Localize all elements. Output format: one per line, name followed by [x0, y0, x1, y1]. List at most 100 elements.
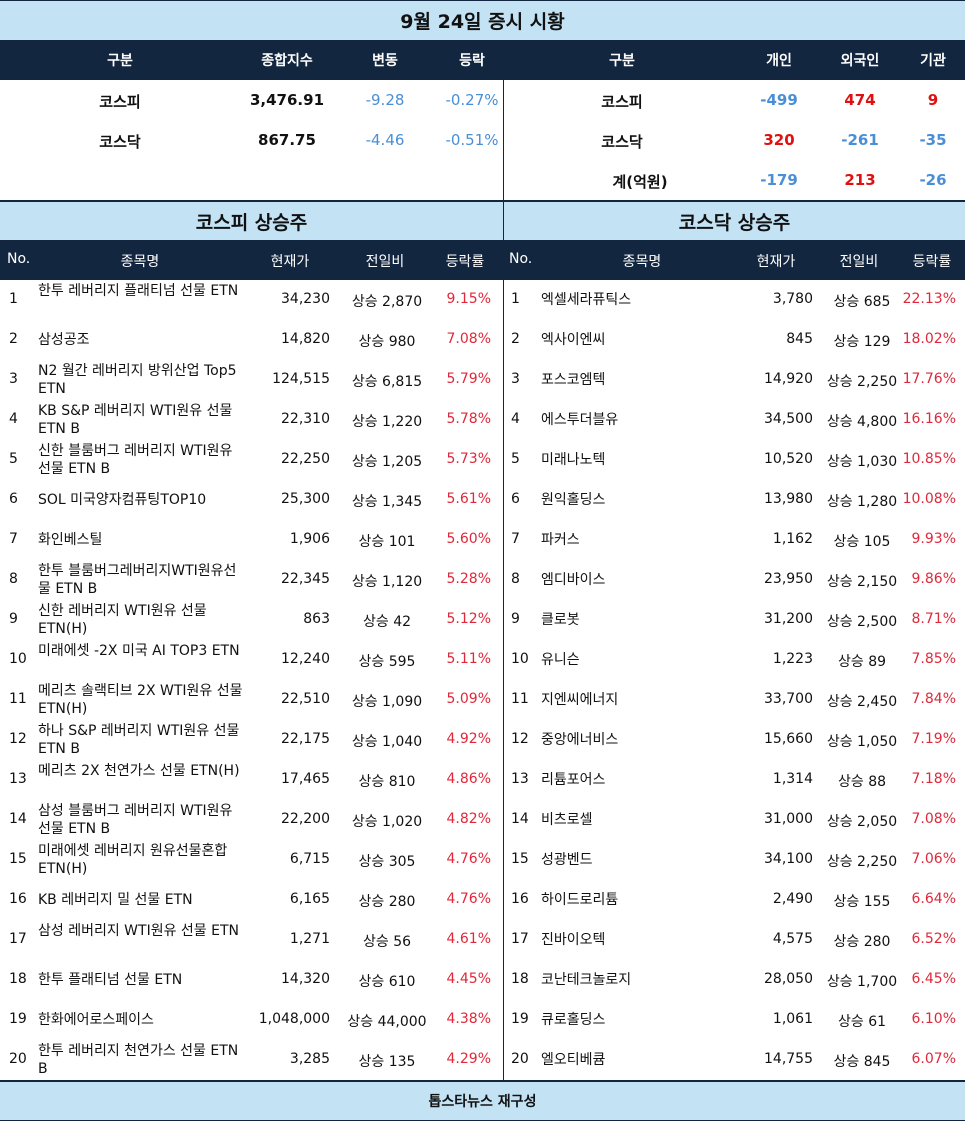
day-change: 상승 2,500 [826, 614, 898, 630]
table-row: 19 큐로홀딩스 1,061 상승 61 6.10% [504, 1000, 965, 1040]
change-rate: 7.18% [911, 771, 956, 787]
stock-name: 파커스 [541, 532, 580, 548]
change-rate: 5.61% [446, 491, 491, 507]
change-rate: 7.85% [911, 651, 956, 667]
current-price: 1,314 [772, 771, 813, 787]
index-change: -4.46 [365, 131, 405, 149]
change-rate: 6.10% [911, 1011, 956, 1027]
day-change: 상승 135 [358, 1054, 416, 1070]
header-category-2: 구분 [609, 53, 635, 69]
column-divider [503, 80, 504, 1080]
current-price: 31,200 [764, 611, 813, 627]
table-row: 16 KB 레버리지 밀 선물 ETN 6,165 상승 280 4.76% [0, 880, 503, 920]
current-price: 1,271 [289, 931, 330, 947]
table-row: 18 코난테크놀로지 28,050 상승 1,700 6.45% [504, 960, 965, 1000]
table-row: 5 미래나노텍 10,520 상승 1,030 10.85% [504, 440, 965, 480]
change-rate: 17.76% [902, 371, 956, 387]
day-change: 상승 1,040 [351, 734, 423, 750]
change-rate: 5.11% [446, 651, 491, 667]
change-rate: 4.76% [446, 891, 491, 907]
day-change: 상승 1,030 [826, 454, 898, 470]
table-row: 14 비츠로셀 31,000 상승 2,050 7.08% [504, 800, 965, 840]
stock-name: 한투 블룸버그레버리지WTI원유선물 ETN B [38, 563, 237, 597]
table-row: 8 엠디바이스 23,950 상승 2,150 9.86% [504, 560, 965, 600]
page-title: 9월 24일 증시 시황 [0, 0, 965, 40]
table-row: 10 유니슨 1,223 상승 89 7.85% [504, 640, 965, 680]
change-rate: 5.60% [446, 531, 491, 547]
kosdaq-gainers-title: 코스닥 상승주 [504, 200, 965, 240]
table-row: 15 성광벤드 34,100 상승 2,250 7.06% [504, 840, 965, 880]
table-row: 3 N2 월간 레버리지 방위산업 Top5 ETN 124,515 상승 6,815… [0, 360, 503, 400]
col-name: 종목명 [120, 254, 160, 270]
header-rate: 등락 [459, 53, 485, 69]
change-rate: 8.71% [911, 611, 956, 627]
day-change: 상승 1,090 [351, 694, 423, 710]
header-institution: 기관 [920, 53, 946, 69]
current-price: 28,050 [764, 971, 813, 987]
day-change: 상승 1,050 [826, 734, 898, 750]
investor-individual: -499 [760, 91, 798, 109]
stock-name: 성광벤드 [541, 852, 593, 868]
day-change: 상승 810 [358, 774, 416, 790]
day-change: 상승 6,815 [351, 374, 423, 390]
investor-institution: 9 [927, 91, 939, 109]
table-row: 12 중앙에너비스 15,660 상승 1,050 7.19% [504, 720, 965, 760]
day-change: 상승 101 [358, 534, 416, 550]
row-number: 20 [511, 1051, 529, 1067]
stock-name: SOL 미국양자컴퓨팅TOP10 [38, 492, 207, 508]
day-change: 상승 2,870 [351, 294, 423, 310]
investor-market: 계(억원) [612, 173, 668, 191]
current-price: 22,200 [281, 811, 330, 827]
investor-individual: 320 [763, 131, 795, 149]
row-number: 9 [511, 611, 520, 627]
col-rate: 등락률 [445, 254, 485, 270]
day-change: 상승 1,345 [351, 494, 423, 510]
current-price: 15,660 [764, 731, 813, 747]
change-rate: 16.16% [902, 411, 956, 427]
current-price: 34,230 [281, 291, 330, 307]
change-rate: 9.86% [911, 571, 956, 587]
stock-name: 미래에셋 -2X 미국 AI TOP3 ETN [38, 643, 240, 659]
change-rate: 4.61% [446, 931, 491, 947]
header-category: 구분 [107, 53, 133, 69]
row-number: 11 [511, 691, 529, 707]
stock-name: 중앙에너비스 [541, 732, 619, 748]
row-number: 11 [9, 691, 27, 707]
current-price: 12,240 [281, 651, 330, 667]
index-name: 코스피 [99, 93, 141, 111]
row-number: 14 [511, 811, 529, 827]
day-change: 상승 845 [833, 1054, 891, 1070]
row-number: 3 [9, 371, 18, 387]
stock-name: 엑사이엔씨 [541, 332, 606, 348]
table-row: 10 미래에셋 -2X 미국 AI TOP3 ETN 12,240 상승 595 5.1… [0, 640, 503, 680]
row-number: 12 [511, 731, 529, 747]
change-rate: 6.52% [911, 931, 956, 947]
change-rate: 7.08% [446, 331, 491, 347]
col-price: 현재가 [756, 254, 796, 270]
row-number: 16 [9, 891, 27, 907]
day-change: 상승 2,050 [826, 814, 898, 830]
change-rate: 7.06% [911, 851, 956, 867]
current-price: 22,310 [281, 411, 330, 427]
current-price: 22,510 [281, 691, 330, 707]
change-rate: 4.38% [446, 1011, 491, 1027]
current-price: 33,700 [764, 691, 813, 707]
stock-name: 진바이오텍 [541, 932, 606, 948]
row-number: 4 [511, 411, 520, 427]
stock-name: 한투 플래티넘 선물 ETN [38, 972, 183, 988]
current-price: 17,465 [281, 771, 330, 787]
current-price: 3,285 [289, 1051, 330, 1067]
header-foreign: 외국인 [840, 53, 880, 69]
row-number: 19 [9, 1011, 27, 1027]
table-row: 3 포스코엠텍 14,920 상승 2,250 17.76% [504, 360, 965, 400]
table-row: 15 미래에셋 레버리지 원유선물혼합 ETN(H) 6,715 상승 305 4.76… [0, 840, 503, 880]
row-number: 17 [9, 931, 27, 947]
day-change: 상승 1,700 [826, 974, 898, 990]
current-price: 31,000 [764, 811, 813, 827]
row-number: 6 [511, 491, 520, 507]
stock-name: 지엔씨에너지 [541, 692, 619, 708]
day-change: 상승 1,020 [351, 814, 423, 830]
table-row: 1 한투 레버리지 플래티넘 선물 ETN 34,230 상승 2,870 9.15% [0, 280, 503, 320]
day-change: 상승 685 [833, 294, 891, 310]
current-price: 6,715 [289, 851, 330, 867]
